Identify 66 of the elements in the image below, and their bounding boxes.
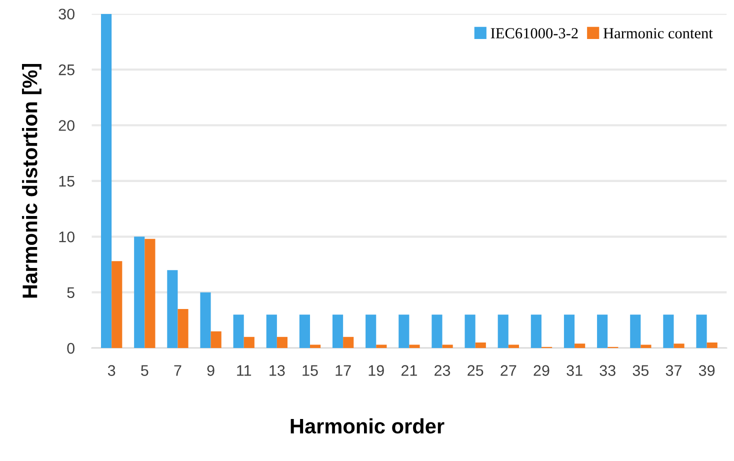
x-tick-label: 25 — [468, 365, 484, 376]
bar — [574, 344, 586, 348]
bar — [233, 314, 244, 348]
bar — [696, 314, 707, 348]
bar — [376, 344, 387, 348]
bar — [167, 270, 178, 348]
bar — [530, 314, 542, 348]
bar — [630, 314, 641, 348]
x-tick-label: 9 — [207, 365, 214, 376]
bar — [178, 309, 188, 348]
bar — [144, 238, 156, 348]
bar — [640, 344, 652, 348]
legend-label: Harmonic content — [603, 28, 713, 38]
x-tick-label: 7 — [174, 365, 182, 376]
x-tick-label: 15 — [302, 365, 318, 376]
bar — [210, 331, 222, 348]
x-tick-label: 3 — [108, 365, 116, 376]
bar — [398, 314, 410, 348]
bar — [508, 344, 519, 348]
y-tick-label: 15 — [59, 176, 74, 187]
bar — [432, 314, 442, 348]
bar — [134, 236, 145, 348]
bar — [564, 314, 575, 348]
bar — [299, 314, 310, 348]
x-tick-label: 33 — [600, 365, 616, 376]
x-tick-label: 35 — [632, 365, 649, 376]
bar — [464, 314, 476, 348]
x-tick-label: 5 — [141, 365, 148, 376]
bar — [343, 336, 354, 348]
bar — [706, 342, 718, 348]
x-tick-label: 31 — [566, 365, 582, 376]
y-tick-label: 0 — [67, 342, 74, 354]
x-tick-label: 27 — [500, 365, 516, 376]
bar — [200, 292, 211, 348]
bar — [366, 314, 376, 348]
x-tick-label: 13 — [270, 365, 285, 376]
y-tick-label: 5 — [67, 287, 74, 298]
legend-label: IEC61000-3-2 — [490, 28, 578, 38]
bar — [332, 314, 344, 348]
y-tick-label: 25 — [58, 64, 74, 76]
bar — [597, 314, 608, 348]
bar — [266, 314, 277, 348]
bar — [663, 314, 674, 348]
bar — [101, 14, 112, 348]
y-tick-label: 10 — [59, 232, 74, 242]
bar — [112, 261, 122, 348]
x-tick-label: 29 — [534, 365, 550, 376]
bar — [498, 314, 508, 348]
y-tick-label: 20 — [58, 120, 74, 131]
x-axis-title: Harmonic order — [290, 418, 444, 434]
x-tick-label: 21 — [401, 365, 417, 376]
x-tick-label: 11 — [237, 365, 252, 376]
bar — [442, 344, 453, 348]
bar — [409, 344, 420, 348]
x-tick-label: 37 — [666, 365, 682, 376]
x-tick-label: 39 — [698, 365, 715, 376]
bar — [475, 342, 486, 348]
bar — [310, 344, 321, 348]
y-axis-title: Harmonic distortion [%] — [22, 64, 42, 298]
bar — [244, 336, 254, 348]
x-tick-label: 23 — [434, 365, 450, 376]
bar — [276, 336, 288, 348]
x-tick-label: 19 — [368, 365, 384, 376]
x-tick-label: 17 — [336, 365, 351, 376]
bar — [674, 344, 684, 348]
y-tick-label: 30 — [58, 8, 74, 20]
